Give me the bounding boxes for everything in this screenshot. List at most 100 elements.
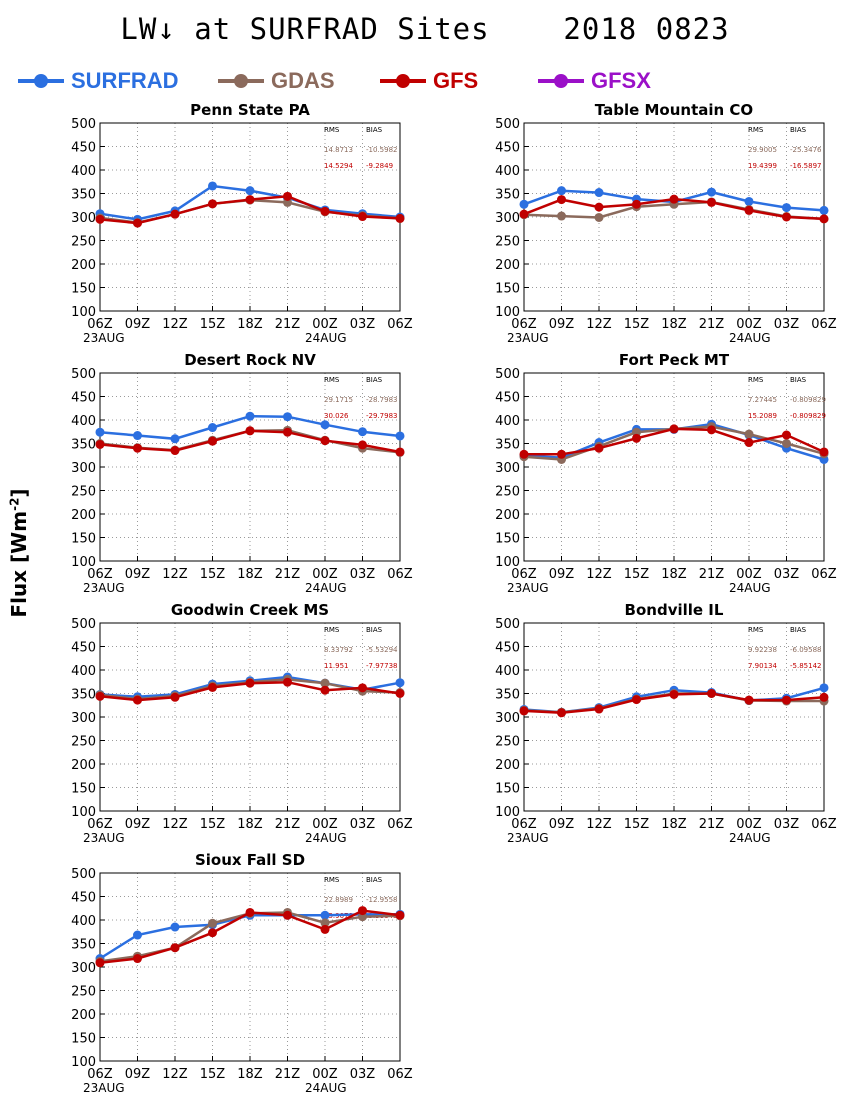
data-point: [320, 678, 330, 688]
series-gfs: [95, 426, 405, 457]
stats-bias-value: -7.97738: [366, 662, 397, 670]
y-tick-label: 250: [495, 485, 520, 500]
data-point: [395, 678, 405, 688]
chart-title: Goodwin Creek MS: [171, 601, 329, 619]
data-point: [594, 443, 604, 453]
data-point: [283, 427, 292, 437]
y-tick-label: 200: [71, 258, 96, 273]
y-tick-label: 400: [71, 164, 96, 179]
page-title: LW↓ at SURFRAD Sites 2018 0823: [120, 12, 730, 46]
y-tick-label: 250: [495, 235, 520, 250]
date-label: 24AUG: [305, 581, 347, 595]
data-point: [320, 436, 330, 446]
stats-rms-value: 19.4399: [748, 162, 777, 170]
y-tick-label: 100: [71, 305, 96, 320]
y-tick-label: 200: [495, 508, 520, 523]
data-point: [170, 446, 180, 456]
stats-bias-value: -12.9558: [366, 896, 397, 904]
data-point: [632, 433, 641, 443]
x-tick-label: 00Z: [312, 567, 338, 582]
x-tick-label: 18Z: [661, 567, 687, 582]
y-tick-label: 400: [495, 414, 520, 429]
data-point: [245, 411, 255, 421]
x-tick-label: 09Z: [549, 567, 575, 582]
x-tick-label: 03Z: [350, 317, 376, 332]
y-tick-label: 350: [71, 438, 96, 453]
legend-label: SURFRAD: [71, 68, 179, 93]
y-tick-label: 150: [71, 782, 96, 797]
y-tick-label: 450: [495, 141, 520, 156]
x-tick-label: 18Z: [661, 317, 687, 332]
x-tick-label: 00Z: [312, 1067, 338, 1082]
y-tick-label: 150: [71, 282, 96, 297]
y-tick-label: 100: [495, 555, 520, 570]
y-tick-label: 200: [71, 508, 96, 523]
x-tick-label: 15Z: [624, 817, 650, 832]
stats-bias-value: -29.7983: [366, 412, 397, 420]
stats-bias-value: -6.09588: [790, 646, 821, 654]
x-tick-label: 15Z: [624, 567, 650, 582]
legend-marker-icon: [538, 74, 584, 88]
stats-header-rms: RMS: [324, 126, 340, 134]
series-gfs: [95, 677, 405, 705]
data-point: [208, 918, 217, 928]
series-gfs: [519, 424, 829, 459]
y-tick-label: 350: [495, 688, 520, 703]
stats-rms-value: 29.1715: [324, 396, 353, 404]
y-tick-label: 350: [495, 438, 520, 453]
x-tick-label: 15Z: [200, 317, 226, 332]
y-tick-label: 300: [71, 211, 96, 226]
date-label: 23AUG: [83, 1081, 125, 1095]
data-point: [283, 910, 292, 920]
y-tick-label: 150: [495, 782, 520, 797]
x-tick-label: 06Z: [387, 567, 413, 582]
chart-title: Table Mountain CO: [595, 101, 753, 119]
data-point: [320, 206, 330, 216]
y-tick-label: 400: [71, 914, 96, 929]
y-tick-label: 100: [71, 555, 96, 570]
y-tick-label: 450: [495, 641, 520, 656]
date-label: 24AUG: [729, 331, 771, 345]
stats-header-rms: RMS: [324, 626, 340, 634]
data-point: [744, 205, 754, 215]
data-point: [669, 689, 679, 699]
data-point: [669, 424, 679, 434]
y-tick-label: 250: [71, 235, 96, 250]
stats-bias-value: -10.5982: [366, 146, 397, 154]
y-tick-label: 200: [71, 758, 96, 773]
y-tick-label: 250: [495, 735, 520, 750]
chart-title: Sioux Fall SD: [195, 851, 305, 869]
x-tick-label: 18Z: [237, 567, 263, 582]
data-point: [208, 199, 217, 209]
data-point: [170, 209, 180, 219]
data-point: [744, 438, 754, 448]
date-label: 24AUG: [305, 831, 347, 845]
x-tick-label: 15Z: [200, 1067, 226, 1082]
y-tick-label: 450: [71, 141, 96, 156]
data-point: [170, 692, 180, 702]
data-point: [133, 695, 142, 705]
x-tick-label: 06Z: [811, 317, 837, 332]
y-tick-label: 350: [71, 188, 96, 203]
y-tick-label: 350: [71, 688, 96, 703]
y-tick-label: 150: [71, 532, 96, 547]
data-point: [669, 194, 679, 204]
data-point: [395, 213, 405, 223]
data-point: [95, 439, 105, 449]
data-point: [358, 683, 367, 693]
data-point: [208, 423, 217, 433]
y-tick-label: 150: [71, 1032, 96, 1047]
stats-bias-value: -9.2849: [366, 162, 393, 170]
legend-label: GFSX: [591, 68, 651, 93]
x-tick-label: 06Z: [811, 567, 837, 582]
y-tick-label: 100: [71, 805, 96, 820]
y-tick-label: 200: [495, 258, 520, 273]
data-point: [283, 412, 292, 422]
y-tick-label: 150: [495, 532, 520, 547]
data-point: [95, 958, 105, 968]
data-point: [283, 677, 292, 687]
y-tick-label: 400: [71, 664, 96, 679]
data-point: [170, 943, 180, 953]
chart-desert-rock-nv: Desert Rock NV 100 150 200 250 300 350 400 450 50…: [71, 351, 413, 595]
y-tick-label: 250: [71, 735, 96, 750]
